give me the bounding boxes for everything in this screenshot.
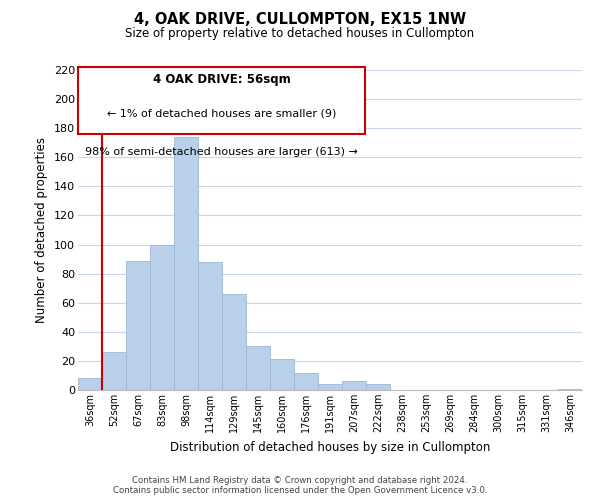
Bar (150, 244, 174, 390)
Bar (558, 388, 582, 390)
X-axis label: Distribution of detached houses by size in Cullompton: Distribution of detached houses by size … (170, 440, 490, 454)
Text: Size of property relative to detached houses in Cullompton: Size of property relative to detached ho… (125, 28, 475, 40)
Bar (318, 384, 342, 390)
Bar (246, 346, 270, 390)
FancyBboxPatch shape (78, 67, 365, 134)
Text: 4 OAK DRIVE: 56sqm: 4 OAK DRIVE: 56sqm (153, 73, 290, 86)
Bar (174, 137, 198, 390)
Text: 98% of semi-detached houses are larger (613) →: 98% of semi-detached houses are larger (… (85, 147, 358, 157)
Bar (102, 352, 126, 390)
Bar (198, 262, 222, 390)
Text: Contains HM Land Registry data © Crown copyright and database right 2024.: Contains HM Land Registry data © Crown c… (132, 476, 468, 485)
Bar (222, 294, 246, 390)
Bar (366, 384, 390, 390)
Text: Contains public sector information licensed under the Open Government Licence v3: Contains public sector information licen… (113, 486, 487, 495)
Bar (78, 378, 102, 390)
Bar (126, 260, 150, 390)
Bar (270, 360, 294, 390)
Bar (342, 382, 366, 390)
Bar (294, 372, 318, 390)
Text: ← 1% of detached houses are smaller (9): ← 1% of detached houses are smaller (9) (107, 108, 337, 118)
Text: 4, OAK DRIVE, CULLOMPTON, EX15 1NW: 4, OAK DRIVE, CULLOMPTON, EX15 1NW (134, 12, 466, 28)
Y-axis label: Number of detached properties: Number of detached properties (35, 137, 49, 323)
